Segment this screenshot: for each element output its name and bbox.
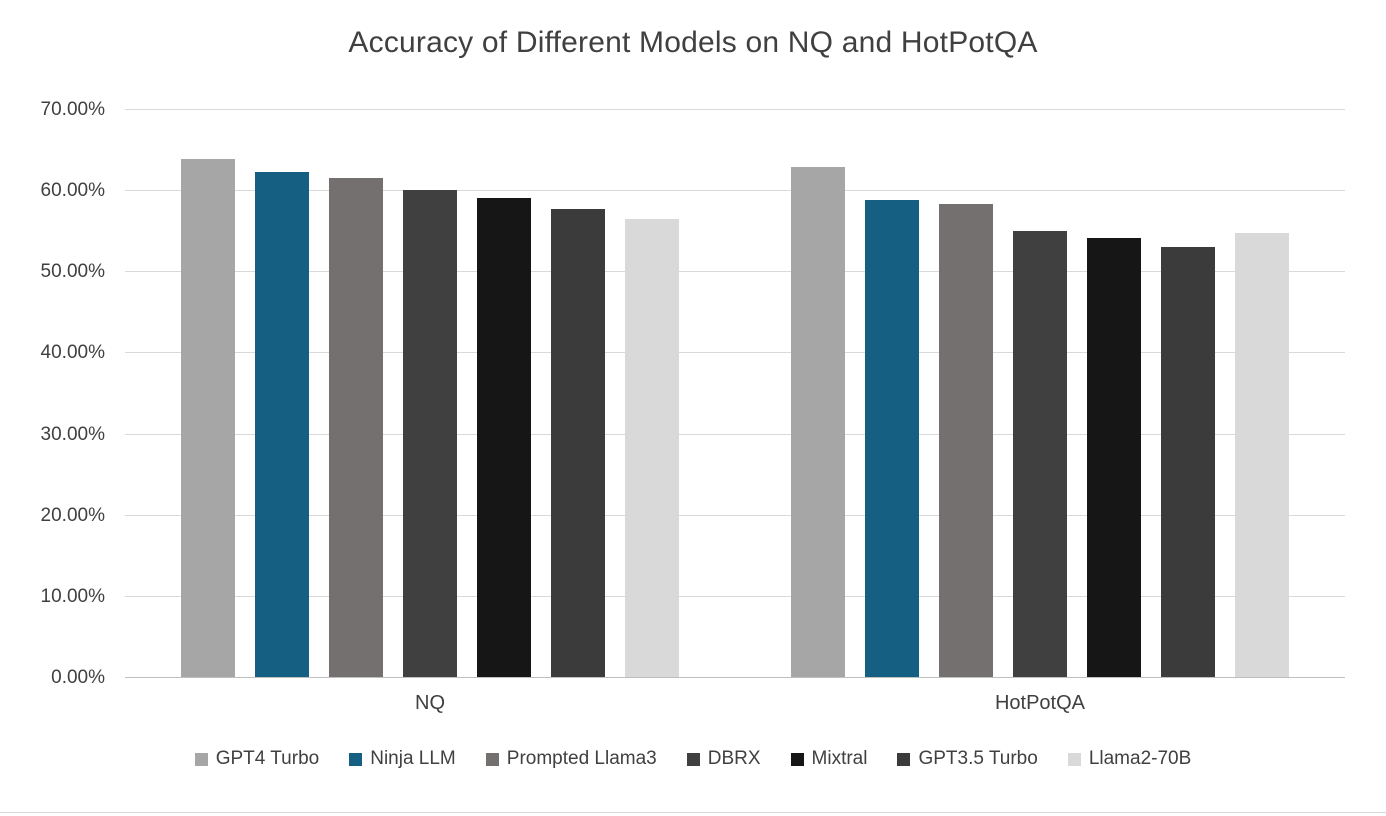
y-tick-label: 0.00% — [51, 667, 105, 688]
y-tick-label: 30.00% — [40, 423, 105, 445]
y-tick-label: 60.00% — [40, 180, 105, 202]
legend-item-gpt4-turbo: GPT4 Turbo — [194, 748, 320, 770]
legend-label: Llama2-70B — [1088, 748, 1192, 769]
legend-item-dbrx: DBRX — [686, 748, 761, 770]
category-label-nq: NQ — [415, 692, 445, 714]
legend-label: GPT3.5 Turbo — [918, 748, 1038, 769]
legend: GPT4 Turbo Ninja LLM Prompted Llama3 DBRX Mi… — [0, 748, 1386, 770]
legend-marker-icon — [485, 752, 499, 766]
bottom-divider — [0, 812, 1386, 813]
legend-marker-icon — [897, 752, 911, 766]
legend-marker-icon — [1067, 752, 1081, 766]
gridline — [125, 271, 1345, 273]
bar-dbrx-hotpotqa — [1013, 230, 1067, 677]
legend-marker-icon — [349, 752, 363, 766]
y-tick-label: 50.00% — [40, 261, 105, 283]
bar-llama2-70b-nq — [625, 218, 679, 677]
legend-label: Prompted Llama3 — [506, 748, 657, 769]
legend-label: GPT4 Turbo — [215, 748, 320, 769]
gridline — [125, 433, 1345, 435]
gridline — [125, 595, 1345, 597]
plot-area — [125, 109, 1345, 678]
y-tick-label: 40.00% — [40, 342, 105, 364]
legend-label: Ninja LLM — [370, 748, 456, 769]
gridline — [125, 190, 1345, 192]
x-axis-line — [125, 677, 1345, 678]
gridline — [125, 514, 1345, 516]
legend-label: Mixtral — [811, 748, 868, 769]
y-tick-label: 70.00% — [40, 99, 105, 120]
legend-label: DBRX — [707, 748, 761, 769]
gridline — [125, 109, 1345, 110]
bar-ninja-llm-hotpotqa — [865, 199, 919, 677]
bar-prompted-llama3-nq — [329, 177, 383, 677]
bar-mixtral-nq — [477, 198, 531, 677]
gridline — [125, 352, 1345, 354]
bar-llama2-70b-hotpotqa — [1235, 233, 1289, 677]
bar-dbrx-nq — [403, 190, 457, 677]
bar-gpt3-5-turbo-hotpotqa — [1161, 246, 1215, 677]
legend-marker-icon — [790, 752, 804, 766]
bar-group-nq — [181, 109, 679, 677]
bar-group-hotpotqa — [791, 109, 1289, 677]
bar-mixtral-hotpotqa — [1087, 238, 1141, 677]
legend-item-ninja-llm: Ninja LLM — [349, 748, 456, 770]
legend-marker-icon — [194, 752, 208, 766]
legend-item-llama2-70b: Llama2-70B — [1067, 748, 1192, 770]
category-label-hotpotqa: HotPotQA — [994, 692, 1086, 714]
bar-gpt4-turbo-hotpotqa — [791, 167, 845, 677]
chart-title: Accuracy of Different Models on NQ and H… — [348, 26, 1038, 59]
y-tick-label: 20.00% — [40, 504, 105, 526]
bar-gpt4-turbo-nq — [181, 159, 235, 677]
legend-item-mixtral: Mixtral — [790, 748, 868, 770]
bar-prompted-llama3-hotpotqa — [939, 203, 993, 677]
bar-gpt3-5-turbo-nq — [551, 208, 605, 677]
legend-marker-icon — [686, 752, 700, 766]
legend-item-gpt3-5-turbo: GPT3.5 Turbo — [897, 748, 1038, 770]
bar-ninja-llm-nq — [255, 172, 309, 677]
y-tick-label: 10.00% — [40, 585, 105, 607]
legend-item-prompted-llama3: Prompted Llama3 — [485, 748, 657, 770]
